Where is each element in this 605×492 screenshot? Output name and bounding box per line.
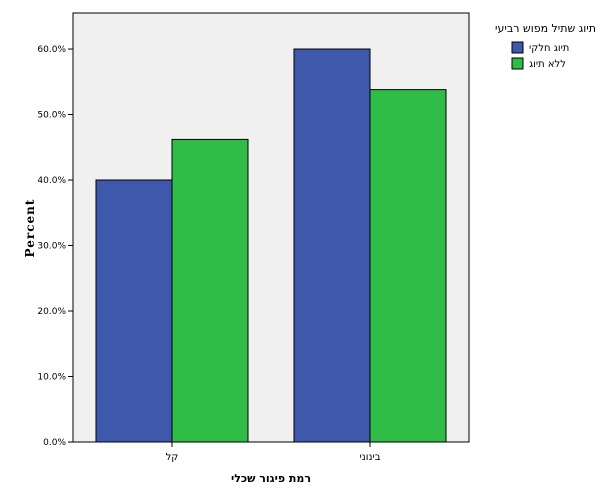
bars (95, 48, 447, 443)
legend-label: תיוג חלקי (529, 43, 569, 54)
bar (95, 179, 173, 443)
legend: תיוג שתיל מפוש רביעי תיוג חלקי ללא תיוג (495, 22, 596, 70)
y-axis: 0.0% 10.0% 20.0% 30.0% 40.0% 50.0% 60.0% (37, 45, 73, 448)
legend-title: תיוג שתיל מפוש רביעי (495, 22, 596, 35)
x-axis: קל בינוני (166, 442, 381, 463)
legend-swatch (511, 57, 524, 70)
y-tick-label: 60.0% (37, 45, 66, 55)
y-axis-title: Percent (23, 199, 37, 258)
x-tick-label: קל (166, 452, 179, 463)
x-tick-label: בינוני (360, 452, 381, 463)
bar (171, 138, 249, 443)
y-tick-label: 20.0% (37, 307, 66, 317)
bar (293, 48, 371, 443)
y-tick-label: 10.0% (37, 373, 66, 383)
y-tick-label: 50.0% (37, 111, 66, 121)
x-axis-title: רמת פיגור שכלי (231, 472, 311, 485)
y-tick-label: 40.0% (37, 176, 66, 186)
y-tick-label: 30.0% (37, 242, 66, 252)
bar (369, 89, 447, 443)
legend-label: ללא תיוג (529, 59, 566, 70)
y-tick-label: 0.0% (43, 438, 66, 448)
legend-swatch (511, 41, 524, 54)
